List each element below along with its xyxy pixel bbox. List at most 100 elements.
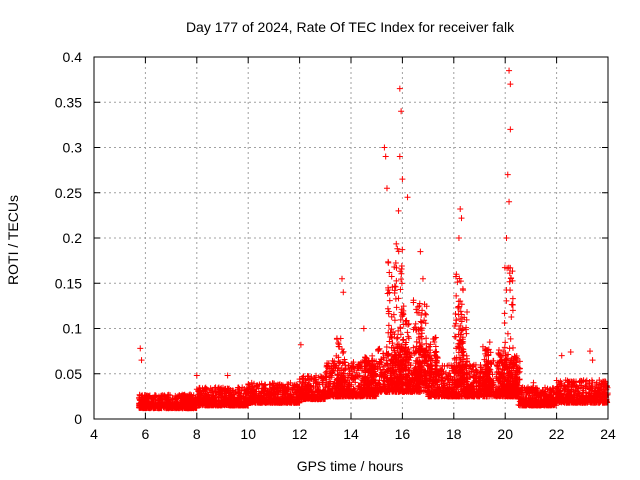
chart-title: Day 177 of 2024, Rate Of TEC Index for r… (186, 19, 515, 35)
data-point (267, 381, 274, 388)
data-point (155, 400, 162, 407)
data-point (209, 389, 216, 396)
data-point (318, 375, 325, 382)
data-point (405, 333, 412, 340)
data-point (280, 389, 287, 396)
data-point (454, 304, 461, 311)
data-point (291, 382, 298, 389)
data-point (398, 280, 405, 287)
data-point (391, 317, 398, 324)
data-point (221, 393, 228, 400)
data-points (136, 67, 611, 412)
grid-lines (94, 57, 608, 419)
data-point (204, 401, 211, 408)
data-point (247, 399, 254, 406)
data-point (223, 389, 230, 396)
data-point (291, 388, 298, 395)
data-point (213, 401, 220, 408)
data-point (158, 405, 165, 412)
data-point (165, 403, 172, 410)
data-point (271, 397, 278, 404)
data-point (183, 404, 190, 411)
data-point (239, 402, 246, 409)
data-point (146, 393, 152, 400)
data-point (258, 388, 265, 395)
data-point (231, 391, 238, 398)
data-point (217, 402, 224, 409)
data-point (290, 399, 297, 406)
data-point (385, 258, 392, 265)
data-point (258, 396, 265, 403)
data-point (235, 389, 242, 396)
data-point (270, 395, 277, 402)
data-point (173, 394, 180, 401)
data-point (307, 396, 314, 403)
data-point (393, 240, 400, 247)
data-point (171, 404, 178, 411)
data-point (304, 394, 311, 401)
data-point (253, 392, 260, 399)
data-point (262, 399, 269, 406)
data-point (299, 386, 306, 393)
data-point (306, 377, 313, 384)
data-point (221, 400, 228, 407)
data-point (464, 308, 471, 315)
data-point (294, 398, 301, 405)
data-point (422, 310, 429, 317)
data-point (207, 396, 214, 403)
data-point (423, 311, 430, 318)
data-point (246, 394, 253, 401)
data-point (312, 394, 319, 401)
data-point (308, 389, 315, 396)
data-point (218, 394, 225, 401)
data-point (206, 402, 213, 409)
data-point (189, 404, 196, 411)
data-point (395, 295, 402, 302)
data-point (460, 287, 467, 294)
data-point (404, 329, 411, 336)
data-point (267, 399, 274, 406)
data-point (187, 395, 194, 402)
data-point (152, 393, 159, 400)
data-point (298, 394, 305, 401)
data-point (194, 394, 201, 401)
data-point (299, 374, 306, 381)
data-point (315, 389, 322, 396)
data-point (292, 390, 299, 397)
data-point (455, 298, 462, 305)
data-point (183, 398, 190, 405)
data-point (246, 383, 253, 390)
data-point (316, 381, 323, 388)
data-point (274, 389, 281, 396)
data-point (463, 330, 470, 337)
data-point (239, 384, 246, 391)
data-point (217, 392, 224, 399)
data-point (384, 305, 391, 312)
data-point (150, 398, 157, 405)
data-point (265, 392, 272, 399)
data-point (222, 385, 229, 392)
data-point (239, 395, 246, 402)
data-point (397, 331, 404, 338)
data-point (302, 383, 309, 390)
data-point (355, 373, 362, 380)
data-point (252, 384, 259, 391)
data-point (423, 340, 430, 347)
data-point (423, 335, 430, 342)
data-point (220, 401, 227, 408)
data-point (392, 260, 399, 267)
data-point (257, 399, 264, 406)
data-point (247, 390, 254, 397)
data-point (202, 394, 209, 401)
data-point (170, 395, 177, 402)
data-point (269, 380, 276, 387)
data-point (302, 390, 309, 397)
data-point (208, 395, 215, 402)
data-point (179, 403, 186, 410)
data-point (405, 335, 412, 342)
data-point (165, 394, 172, 401)
data-point (241, 391, 248, 398)
data-point (250, 389, 257, 396)
data-point (452, 311, 459, 318)
